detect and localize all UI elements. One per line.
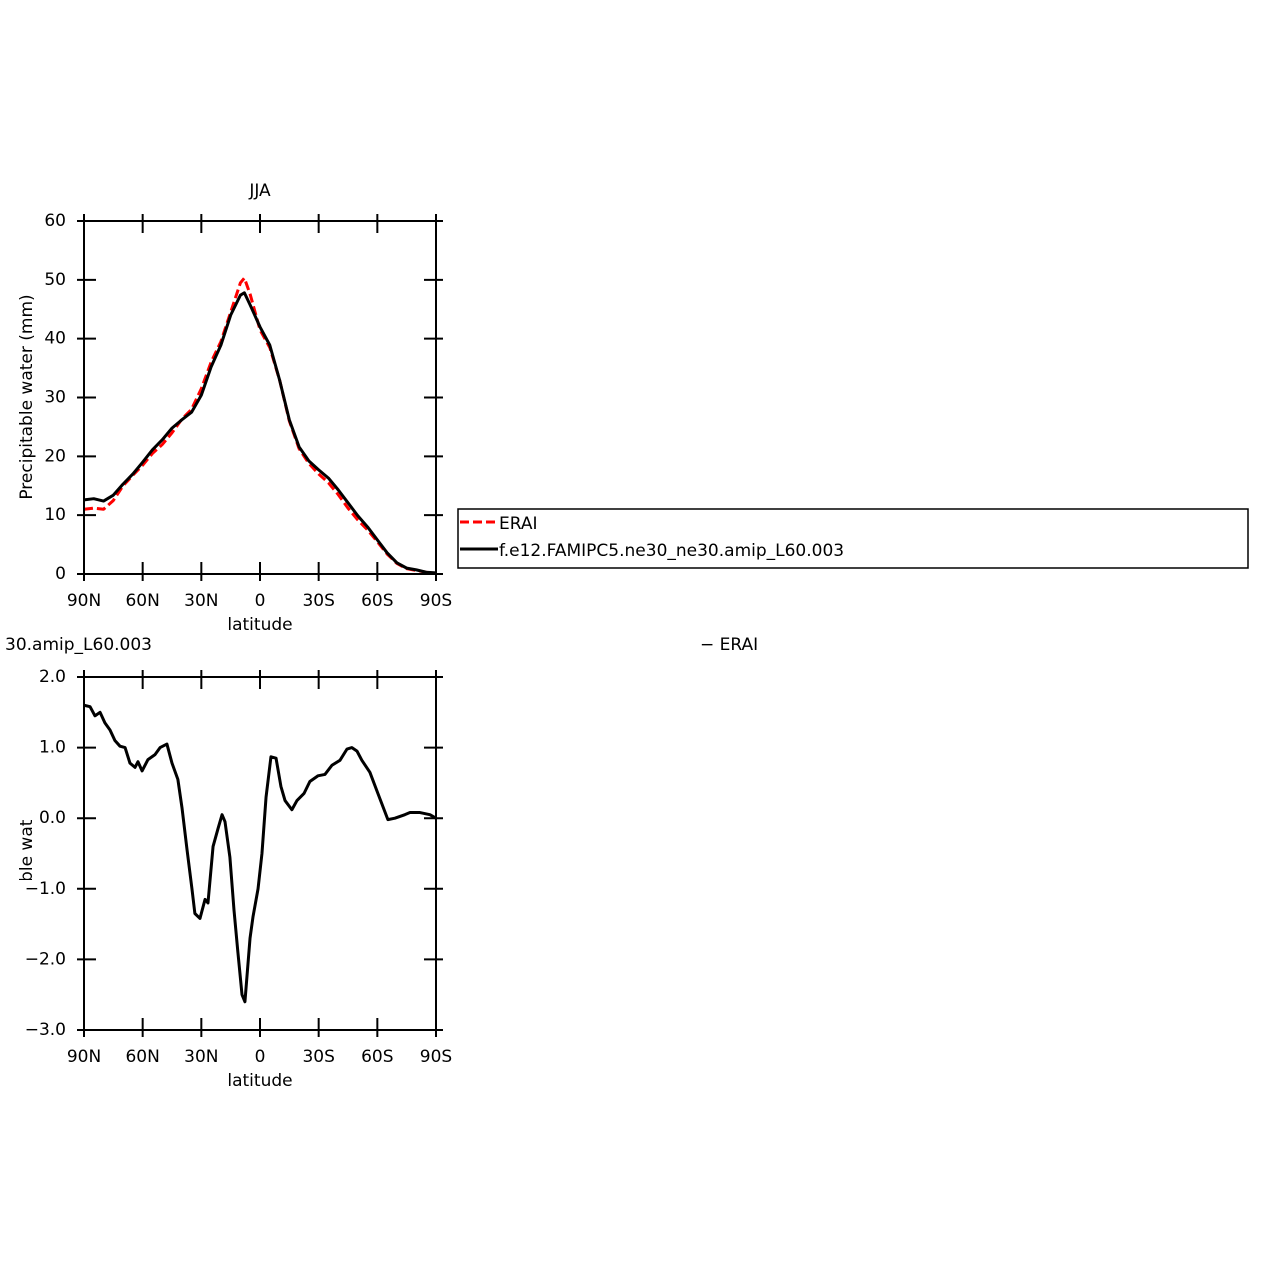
x-tick-label: 90S	[420, 591, 452, 611]
x-tick-label: 60N	[125, 591, 159, 611]
plot-frame	[83, 676, 437, 1031]
y-tick-label: 1.0	[39, 738, 66, 758]
y-tick-label: −1.0	[25, 879, 66, 899]
x-tick-label: 30N	[184, 1047, 218, 1067]
x-tick-label: 90N	[67, 591, 101, 611]
x-tick-label: 90S	[420, 1047, 452, 1067]
legend-label: ERAI	[499, 514, 538, 534]
data-line	[83, 276, 437, 575]
legend-label: f.e12.FAMIPC5.ne30_ne30.amip_L60.003	[499, 541, 844, 561]
x-tick-label: 0	[255, 591, 266, 611]
x-tick-label: 30S	[302, 591, 334, 611]
x-tick-label: 60S	[361, 591, 393, 611]
x-axis-label: latitude	[227, 615, 292, 635]
x-tick-label: 30S	[302, 1047, 334, 1067]
y-tick-label: 50	[44, 270, 66, 290]
x-tick-label: 30N	[184, 591, 218, 611]
x-tick-label: 0	[255, 1047, 266, 1067]
y-tick-label: 2.0	[39, 667, 66, 687]
x-tick-label: 60S	[361, 1047, 393, 1067]
data-line	[83, 291, 437, 575]
y-axis-label: Precipitable water (mm)	[17, 294, 37, 499]
y-tick-label: 20	[44, 446, 66, 466]
y-tick-label: 40	[44, 329, 66, 349]
data-line	[83, 703, 437, 1004]
chart-title: 30.amip_L60.003	[5, 635, 152, 655]
x-axis-label: latitude	[227, 1071, 292, 1091]
chart-title: JJA	[248, 181, 271, 201]
y-tick-label: 0	[55, 564, 66, 584]
chart-title-right: − ERAI	[700, 635, 758, 655]
y-tick-label: 0.0	[39, 808, 66, 828]
legend-box	[457, 508, 1249, 569]
y-tick-label: 60	[44, 211, 66, 231]
y-axis-label: Precipitable water (mm)	[17, 750, 37, 955]
y-tick-label: −2.0	[25, 949, 66, 969]
x-tick-label: 90N	[67, 1047, 101, 1067]
y-tick-label: 10	[44, 505, 66, 525]
y-tick-label: −3.0	[25, 1020, 66, 1040]
plot-frame	[83, 220, 437, 575]
y-tick-label: 30	[44, 388, 66, 408]
x-tick-label: 60N	[125, 1047, 159, 1067]
